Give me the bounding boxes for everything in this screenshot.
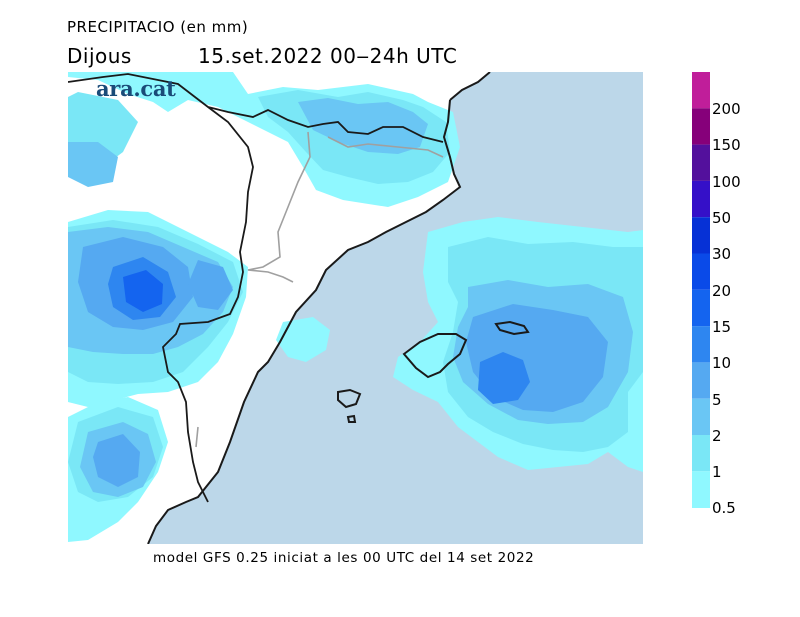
forecast-date: 15.set.2022 00‒24h UTC	[198, 44, 458, 68]
forecast-day: Dijous	[67, 44, 132, 68]
legend-swatch	[692, 72, 710, 109]
precip-color-scale	[692, 72, 710, 508]
precip-level-15	[123, 270, 163, 312]
legend-label-30: 30	[712, 245, 732, 263]
legend-label-150: 150	[712, 136, 741, 154]
legend-label-15: 15	[712, 318, 732, 336]
legend-label-10: 10	[712, 354, 732, 372]
region-border	[195, 131, 444, 448]
legend-swatch	[692, 326, 710, 363]
legend-label-1: 1	[712, 463, 722, 481]
legend-swatch	[692, 398, 710, 435]
legend-swatch	[692, 108, 710, 145]
legend-swatch	[692, 144, 710, 181]
legend-swatch	[692, 435, 710, 472]
legend-swatch	[692, 289, 710, 327]
legend-label-100: 100	[712, 173, 741, 191]
legend-swatch	[692, 362, 710, 399]
country-border	[68, 73, 444, 503]
precipitation-map	[68, 72, 643, 544]
legend-label-5: 5	[712, 391, 722, 409]
legend-swatch	[692, 471, 710, 508]
legend-label-200: 200	[712, 100, 741, 118]
legend-swatch	[692, 180, 710, 218]
chart-title: PRECIPITACIO (en mm)	[67, 18, 249, 36]
logo: ara.cat	[96, 76, 176, 101]
coastline	[147, 72, 491, 544]
legend-label-20: 20	[712, 282, 732, 300]
model-info: model GFS 0.25 iniciat a les 00 UTC del …	[153, 550, 535, 566]
legend-label-50: 50	[712, 209, 732, 227]
legend-label-2: 2	[712, 427, 722, 445]
legend-swatch	[692, 253, 710, 290]
legend-swatch	[692, 217, 710, 254]
legend-label-0.5: 0.5	[712, 499, 736, 517]
balearic-islands	[337, 320, 530, 423]
